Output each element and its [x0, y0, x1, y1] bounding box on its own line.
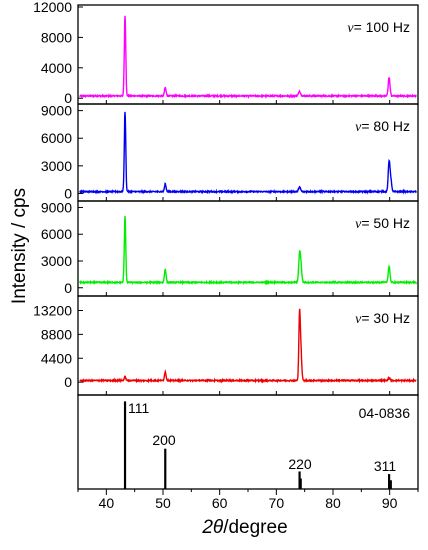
y-tick-label: 3000	[41, 158, 72, 174]
x-tick-label: 60	[212, 495, 228, 511]
panel-2: 0 3000 6000 9000 ν= 80 Hz	[41, 103, 419, 202]
panel-label-symbol: ν	[347, 21, 354, 36]
x-tick-label: 50	[155, 495, 171, 511]
x-tick-label: 80	[325, 495, 341, 511]
panel-label-value: = 100 Hz	[354, 19, 410, 35]
x-axis-symbol: 2θ	[201, 517, 224, 538]
series-line-3	[79, 215, 417, 286]
x-axis-unit: /degree	[223, 517, 287, 538]
y-tick-label: 0	[64, 185, 72, 201]
y-axis-title: Intensity / cps	[9, 188, 30, 304]
series-line-1	[79, 15, 417, 100]
reference-peak-label: 111	[128, 400, 149, 416]
y-tick-label: 9000	[41, 199, 72, 215]
panel-label-symbol: ν	[355, 312, 362, 327]
y-tick-label: 8800	[41, 326, 72, 342]
panel-label-value: = 50 Hz	[361, 215, 410, 231]
reference-peak-label: 311	[374, 458, 397, 474]
panel-label-symbol: ν	[355, 217, 362, 232]
x-tick-label: 70	[269, 495, 285, 511]
y-tick-label: 6000	[41, 226, 72, 242]
y-tick-label: 8000	[41, 29, 72, 45]
x-tick-label: 90	[382, 495, 398, 511]
y-tick-label: 0	[64, 374, 72, 390]
reference-card-label: 04-0836	[359, 405, 411, 421]
panel-label-symbol: ν	[355, 120, 362, 135]
panel-3: 0 3000 6000 9000 ν= 50 Hz	[41, 199, 419, 297]
panel-label: ν= 30 Hz	[355, 310, 410, 327]
panel-label: ν= 100 Hz	[347, 19, 410, 36]
panel-label-value: = 30 Hz	[361, 310, 410, 326]
y-tick-label: 4400	[41, 350, 72, 366]
y-tick-label: 0	[64, 280, 72, 296]
panel-label: ν= 80 Hz	[355, 118, 410, 135]
panel-1: 0 4000 8000 12000 ν= 100 Hz	[33, 0, 419, 106]
y-tick-label: 4000	[41, 60, 72, 76]
series-line-4	[79, 308, 417, 384]
panel-4: 0 4400 8800 13200 ν= 30 Hz	[33, 295, 419, 396]
x-tick-label: 40	[99, 495, 115, 511]
y-tick-label: 9000	[41, 103, 72, 119]
x-axis: 40 50 60 70 80 90	[77, 489, 419, 511]
y-tick-label: 3000	[41, 253, 72, 269]
panel-label: ν= 50 Hz	[355, 215, 410, 232]
x-axis-title: 2θ/degree	[201, 517, 287, 538]
reference-peak-label: 220	[288, 456, 312, 472]
y-tick-label: 12000	[33, 0, 72, 15]
y-tick-label: 13200	[33, 302, 72, 318]
y-tick-label: 0	[64, 90, 72, 106]
reference-peak-label: 200	[152, 432, 176, 448]
y-tick-label: 6000	[41, 130, 72, 146]
panel-label-value: = 80 Hz	[361, 118, 410, 134]
series-line-2	[79, 111, 417, 195]
